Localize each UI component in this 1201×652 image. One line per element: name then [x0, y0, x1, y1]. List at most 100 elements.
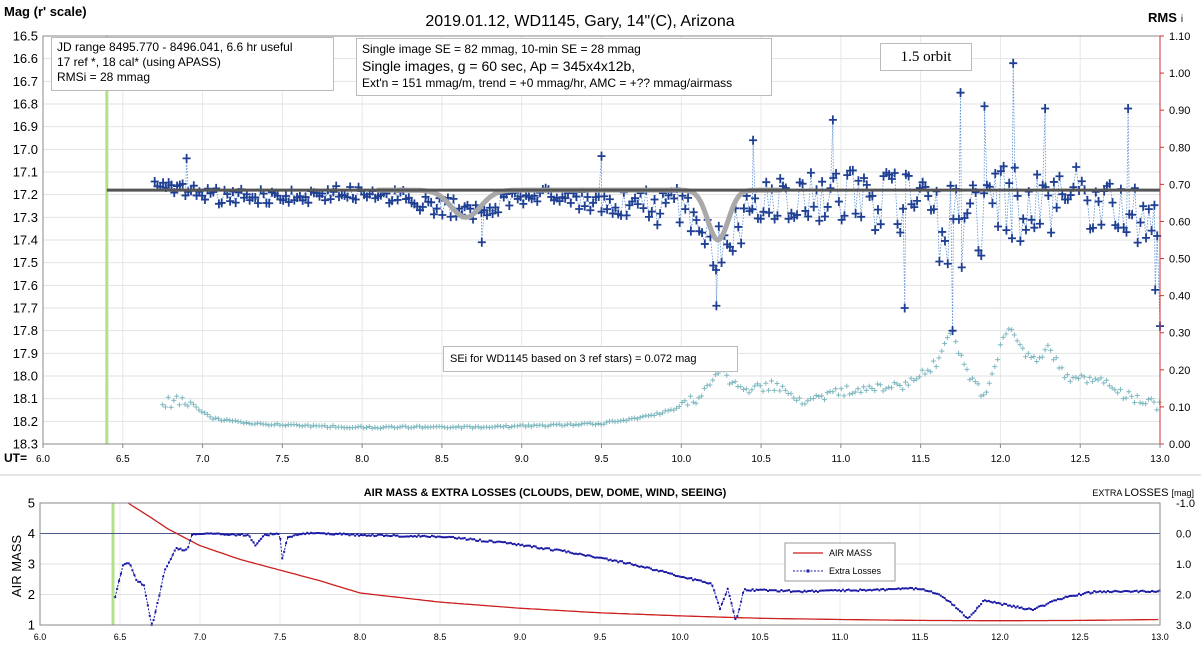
- extra-losses-point: [212, 532, 215, 535]
- rms-point: [679, 399, 685, 405]
- rms-point: [330, 422, 336, 428]
- extra-losses-point: [1152, 590, 1155, 593]
- extra-losses-point: [761, 588, 764, 591]
- rms-point: [213, 415, 219, 421]
- extra-losses-point: [1074, 594, 1077, 597]
- extra-losses-point: [736, 615, 739, 618]
- extra-losses-point: [1147, 590, 1150, 593]
- extra-losses-point: [553, 548, 556, 551]
- bottom-x-tick-label: 12.0: [991, 632, 1009, 642]
- extra-losses-point: [335, 532, 337, 535]
- extra-losses-point: [872, 588, 875, 591]
- bottom-y2-tick-label: 1.0: [1176, 559, 1191, 571]
- rms-point: [1131, 400, 1137, 406]
- extra-losses-point: [601, 557, 604, 560]
- mag-point: [603, 204, 612, 214]
- extra-losses-point: [995, 602, 998, 605]
- extra-losses-point: [548, 547, 551, 550]
- extra-losses-point: [431, 534, 433, 537]
- extra-losses-point: [596, 556, 599, 559]
- rms-point: [665, 408, 671, 414]
- rms-point: [1025, 350, 1031, 356]
- mag-point: [650, 195, 659, 205]
- rms-point: [1006, 326, 1012, 332]
- mag-point: [622, 210, 631, 220]
- top-y2-tick-label: 0.40: [1169, 291, 1190, 303]
- extra-losses-point: [997, 601, 1000, 604]
- extra-losses-point: [1118, 590, 1121, 593]
- rms-point: [889, 385, 895, 391]
- rms-point: [794, 397, 800, 403]
- extra-losses-point: [331, 533, 334, 536]
- mag-point: [890, 168, 899, 178]
- extra-losses-point: [705, 582, 708, 585]
- extra-losses-point: [319, 532, 322, 535]
- top-x-tick-label: 6.5: [116, 454, 130, 465]
- mag-point: [449, 194, 458, 204]
- mag-point: [820, 212, 829, 222]
- mag-point: [653, 220, 662, 230]
- rms-point: [819, 393, 825, 399]
- rms-point: [673, 405, 679, 411]
- extra-losses-point: [561, 549, 564, 552]
- rms-point: [919, 367, 925, 373]
- extra-losses-point: [185, 548, 188, 551]
- extra-losses-point: [730, 602, 733, 605]
- top-y-tick-label: 17.4: [13, 233, 38, 248]
- extra-losses-point: [133, 574, 136, 577]
- rms-point: [216, 416, 222, 422]
- rms-point: [961, 361, 967, 367]
- rms-point: [190, 401, 196, 407]
- extra-losses-point: [1151, 589, 1153, 592]
- extra-losses-point: [573, 552, 576, 555]
- mag-point: [751, 193, 760, 203]
- extra-losses-point: [409, 534, 412, 537]
- extra-losses-point: [960, 611, 963, 614]
- mag-point: [1072, 162, 1081, 172]
- rms-point: [637, 414, 643, 420]
- mag-point: [935, 256, 944, 266]
- extra-losses-point: [886, 588, 889, 591]
- mag-point: [896, 227, 905, 237]
- rms-point: [693, 400, 699, 406]
- rms-point: [263, 421, 269, 427]
- rms-point: [403, 423, 409, 429]
- extra-losses-point: [1093, 590, 1096, 593]
- extra-losses-points: [114, 531, 1161, 626]
- extra-losses-point: [265, 534, 268, 537]
- extra-losses-point: [392, 533, 395, 536]
- rms-point: [810, 395, 816, 401]
- extra-losses-point: [905, 587, 908, 590]
- rms-point: [243, 420, 249, 426]
- airmass-line: [127, 502, 1159, 622]
- extra-losses-point: [636, 565, 639, 568]
- extra-losses-point: [442, 536, 445, 539]
- rms-point: [1154, 407, 1160, 413]
- rms-point: [456, 423, 462, 429]
- extra-losses-point: [866, 589, 869, 592]
- rms-point: [271, 422, 277, 428]
- extra-losses-point: [1124, 589, 1127, 592]
- extra-losses-point: [797, 590, 800, 593]
- rms-point: [861, 384, 867, 390]
- rms-point: [185, 403, 191, 409]
- rms-point: [593, 422, 599, 428]
- rms-point: [796, 395, 802, 401]
- bottom-y-tick-label: 1: [28, 618, 35, 633]
- extra-losses-point: [482, 540, 485, 543]
- mag-point: [868, 191, 877, 201]
- extra-losses-point: [943, 597, 946, 600]
- extra-losses-point: [244, 534, 247, 537]
- extra-losses-point: [235, 534, 238, 537]
- mag-point: [840, 211, 849, 221]
- extra-losses-point: [1030, 608, 1033, 611]
- rms-point: [188, 399, 194, 405]
- extra-losses-point: [390, 535, 393, 538]
- extra-losses-point: [1005, 603, 1008, 606]
- mag-point: [1041, 104, 1050, 114]
- mag-point: [709, 261, 718, 271]
- rms-point: [604, 419, 610, 425]
- mag-point: [977, 251, 986, 261]
- y2-label-main: RMS: [1148, 10, 1177, 25]
- extra-losses-point: [1133, 590, 1136, 593]
